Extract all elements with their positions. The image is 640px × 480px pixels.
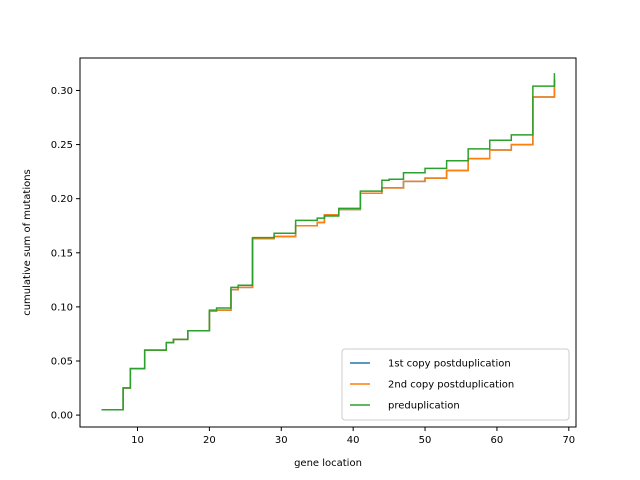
x-tick-label: 30 xyxy=(275,435,288,446)
legend-label-1: 1st copy postduplication xyxy=(388,359,511,370)
legend: 1st copy postduplication 2nd copy postdup… xyxy=(341,348,570,421)
axes-frame xyxy=(79,57,577,428)
y-tick-label: 0.30 xyxy=(51,86,73,97)
legend-label-3: preduplication xyxy=(388,401,460,412)
ticks-layer: 10 20 30 40 50 60 70 0.00 0.05 0.10 0.15 0.20 0.25 0.… xyxy=(51,86,575,446)
legend-box xyxy=(341,348,570,421)
y-tick-label: 0.05 xyxy=(51,356,73,367)
legend-label-2: 2nd copy postduplication xyxy=(388,380,514,391)
x-tick-label: 40 xyxy=(347,435,360,446)
y-tick-label: 0.25 xyxy=(51,140,73,151)
y-tick-label: 0.10 xyxy=(51,302,73,313)
y-axis-title: cumulative sum of mutations xyxy=(22,169,33,316)
x-axis-title: gene location xyxy=(294,458,362,469)
series-line-3 xyxy=(101,73,556,411)
y-tick-label: 0.20 xyxy=(51,194,73,205)
y-tick-label: 0.00 xyxy=(51,411,73,422)
x-tick-label: 60 xyxy=(491,435,504,446)
plot-layer xyxy=(101,73,556,411)
y-tick-label: 0.15 xyxy=(51,248,73,259)
x-tick-label: 70 xyxy=(562,435,575,446)
x-tick-label: 10 xyxy=(131,435,144,446)
x-tick-label: 50 xyxy=(419,435,432,446)
x-tick-label: 20 xyxy=(203,435,216,446)
